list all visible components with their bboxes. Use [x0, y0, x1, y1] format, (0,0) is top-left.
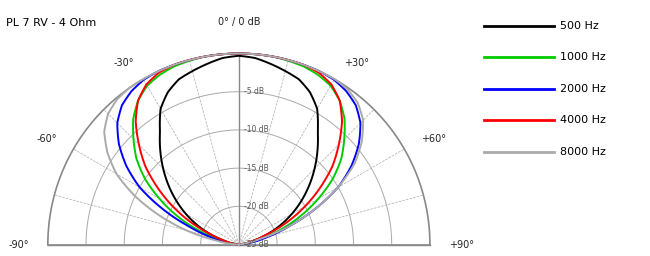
Text: +60°: +60° [421, 134, 446, 144]
Text: -10 dB: -10 dB [244, 125, 268, 134]
Text: 500 Hz: 500 Hz [560, 20, 599, 31]
Text: PL 7 RV - 4 Ohm: PL 7 RV - 4 Ohm [6, 18, 97, 28]
Text: -60°: -60° [36, 134, 57, 144]
Text: -30°: -30° [113, 58, 134, 68]
Text: 8000 Hz: 8000 Hz [560, 147, 606, 157]
Text: -90°: -90° [8, 240, 29, 250]
Text: +90°: +90° [449, 240, 474, 250]
Text: 2000 Hz: 2000 Hz [560, 84, 606, 94]
Text: -25 dB: -25 dB [244, 240, 268, 249]
Text: 0° / 0 dB: 0° / 0 dB [218, 17, 260, 27]
Text: -15 dB: -15 dB [244, 164, 268, 173]
Text: -20 dB: -20 dB [244, 202, 268, 211]
Text: +30°: +30° [344, 58, 369, 68]
Text: 1000 Hz: 1000 Hz [560, 52, 606, 62]
Text: -5 dB: -5 dB [244, 87, 264, 96]
Text: 4000 Hz: 4000 Hz [560, 115, 606, 125]
